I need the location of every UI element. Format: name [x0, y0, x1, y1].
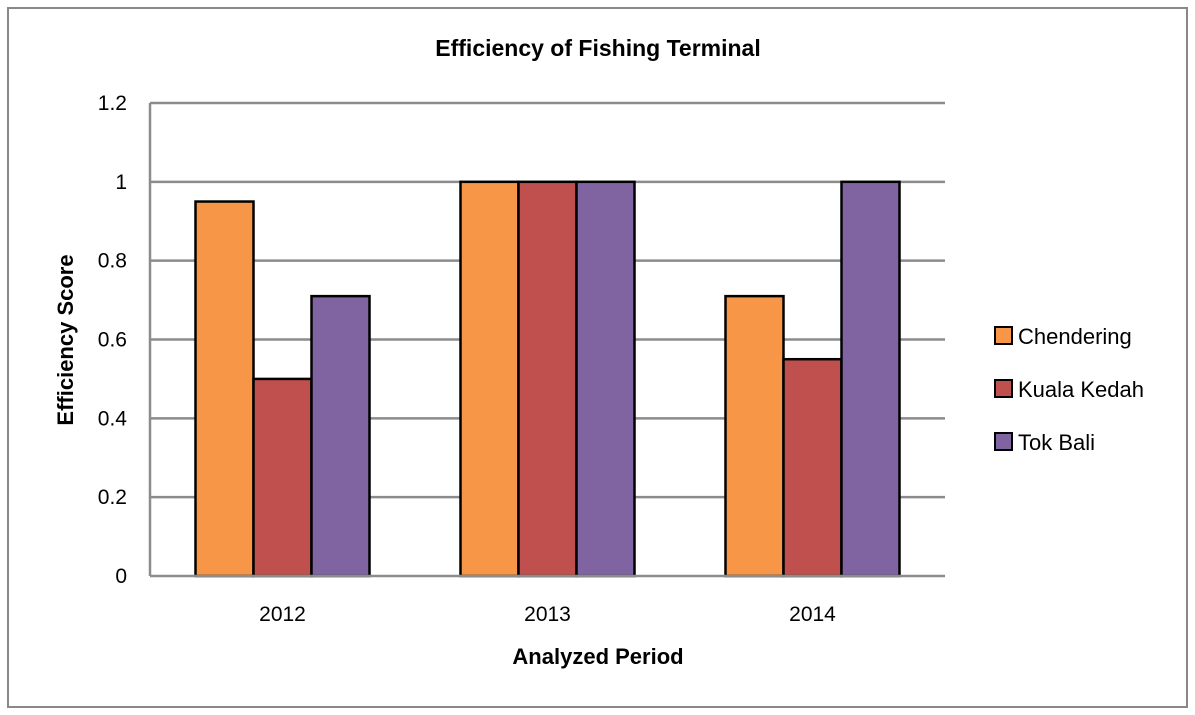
x-axis-title: Analyzed Period — [512, 644, 683, 669]
bar-chendering-2012 — [194, 200, 255, 578]
axes — [148, 103, 945, 578]
legend-label: Chendering — [1018, 324, 1132, 349]
y-tick-labels: 0 0.2 0.4 0.6 0.8 1 1.2 — [98, 92, 128, 588]
legend-label: Tok Bali — [1018, 430, 1095, 455]
bar-chendering-2014 — [724, 294, 785, 578]
bar-kuala-kedah-2014 — [782, 357, 843, 578]
legend-swatch — [994, 432, 1013, 451]
bar-kuala-kedah-2013 — [517, 180, 578, 578]
x-tick-label: 2013 — [524, 603, 571, 626]
legend: Chendering Kuala Kedah Tok Bali — [994, 324, 1144, 455]
legend-label: Kuala Kedah — [1018, 377, 1144, 402]
y-tick-label: 0.2 — [98, 486, 127, 509]
y-tick-label: 1 — [115, 171, 127, 194]
bar-tok-bali-2012 — [310, 294, 371, 578]
chart-title: Efficiency of Fishing Terminal — [435, 35, 760, 61]
bars — [194, 180, 901, 578]
y-tick-label: 0 — [115, 565, 127, 588]
y-tick-label: 0.4 — [98, 407, 128, 430]
legend-swatch — [994, 379, 1013, 398]
y-axis-title: Efficiency Score — [53, 254, 78, 425]
bar-tok-bali-2013 — [575, 180, 636, 578]
x-tick-label: 2012 — [259, 603, 306, 626]
bar-chendering-2013 — [459, 180, 520, 578]
y-tick-label: 1.2 — [98, 92, 127, 115]
legend-swatch — [994, 326, 1013, 345]
y-tick-label: 0.8 — [98, 250, 127, 273]
x-tick-label: 2014 — [789, 603, 836, 626]
bar-kuala-kedah-2012 — [252, 377, 313, 578]
y-tick-label: 0.6 — [98, 329, 127, 352]
x-tick-labels: 2012 2013 2014 — [259, 603, 836, 626]
bar-tok-bali-2014 — [840, 180, 901, 578]
